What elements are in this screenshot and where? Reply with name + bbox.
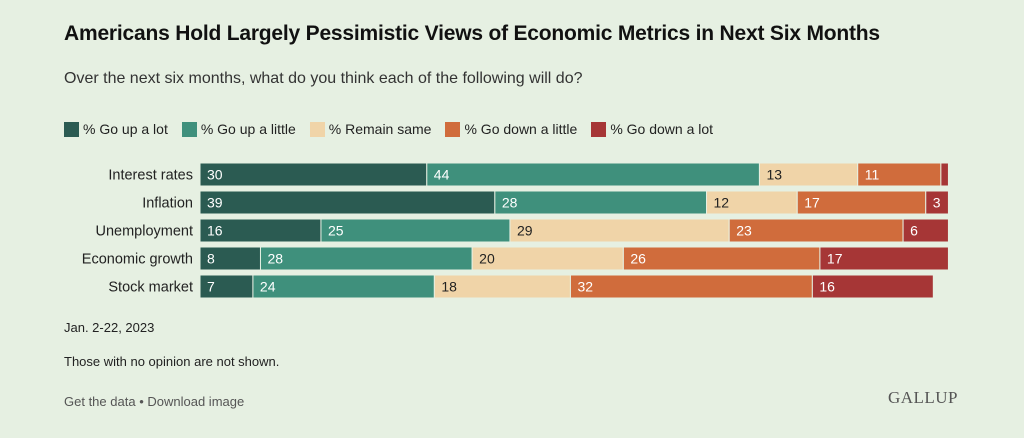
- legend-item: % Go up a little: [181, 121, 296, 137]
- data-label: 3: [933, 195, 941, 211]
- data-label: 17: [804, 195, 820, 211]
- data-label: 26: [630, 251, 646, 267]
- bar-segment: [199, 162, 428, 187]
- bar-segment: [925, 190, 949, 215]
- data-label: 16: [819, 279, 835, 295]
- data-label: 6: [910, 223, 918, 239]
- legend-item: % Go down a lot: [591, 121, 713, 137]
- data-label: 17: [827, 251, 843, 267]
- data-label: 30: [207, 167, 223, 183]
- legend-swatch: [181, 121, 197, 137]
- legend-item: % Remain same: [309, 121, 432, 137]
- legend-label: % Remain same: [328, 121, 432, 137]
- data-label: 16: [207, 223, 223, 239]
- bar-segment: [622, 246, 821, 271]
- data-label: 18: [441, 279, 457, 295]
- category-label: Economic growth: [82, 252, 193, 268]
- stacked-bar-chart: Interest rates 30 44 13 11 Inflation 39 28 12 17 3…: [82, 162, 949, 299]
- data-label: 23: [736, 223, 752, 239]
- legend-item: % Go up a lot: [64, 121, 168, 137]
- get-data-link[interactable]: Get the data: [64, 394, 136, 409]
- bar-segment: [471, 246, 624, 271]
- bar-segment: [426, 162, 760, 187]
- data-label: 44: [434, 167, 450, 183]
- legend-label: % Go down a little: [464, 121, 578, 137]
- footer-separator: •: [139, 394, 144, 409]
- chart-subtitle: Over the next six months, what do you th…: [64, 70, 583, 87]
- data-label: 39: [207, 195, 223, 211]
- data-label: 7: [207, 279, 215, 295]
- legend-label: % Go up a little: [200, 121, 296, 137]
- legend-label: % Go up a lot: [83, 121, 168, 137]
- data-label: 8: [207, 251, 215, 267]
- data-label: 20: [479, 251, 495, 267]
- bar-segment: [819, 246, 949, 271]
- data-label: 12: [714, 195, 730, 211]
- date-note: Jan. 2-22, 2023: [64, 320, 155, 335]
- category-label: Stock market: [108, 280, 193, 296]
- legend-swatch: [591, 121, 607, 137]
- bar-segment: [494, 190, 708, 215]
- data-label: 28: [267, 251, 283, 267]
- footnote: Those with no opinion are not shown.: [64, 354, 280, 369]
- chart-legend: % Go up a lot % Go up a little % Remain sa…: [64, 120, 727, 138]
- legend-label: % Go down a lot: [610, 121, 714, 137]
- data-label: 24: [260, 279, 276, 295]
- legend-swatch: [64, 121, 79, 137]
- bar-segment: [728, 218, 904, 243]
- bar-segment: [940, 162, 949, 187]
- data-label: 32: [577, 279, 593, 295]
- download-image-link[interactable]: Download image: [147, 394, 245, 409]
- bar-segment: [320, 218, 511, 243]
- data-label: 11: [865, 167, 880, 183]
- data-label: 29: [517, 223, 533, 239]
- data-label: 25: [328, 223, 344, 239]
- gallup-logo: GALLUP: [887, 388, 958, 407]
- bar-segment: [811, 274, 934, 299]
- legend-swatch: [445, 121, 461, 137]
- chart-title: Americans Hold Largely Pessimistic Views…: [64, 22, 880, 45]
- bar-segment: [569, 274, 813, 299]
- category-label: Interest rates: [108, 168, 193, 184]
- category-label: Inflation: [142, 196, 193, 212]
- bar-segment: [252, 274, 435, 299]
- bar-segment: [509, 218, 730, 243]
- bar-segment: [199, 190, 496, 215]
- footer-links: Get the data • Download image: [64, 394, 244, 409]
- data-label: 13: [766, 167, 782, 183]
- bar-segment: [259, 246, 473, 271]
- category-label: Unemployment: [95, 224, 193, 240]
- legend-item: % Go down a little: [445, 121, 577, 137]
- legend-swatch: [309, 121, 325, 137]
- data-label: 28: [502, 195, 518, 211]
- bar-segment: [902, 218, 949, 243]
